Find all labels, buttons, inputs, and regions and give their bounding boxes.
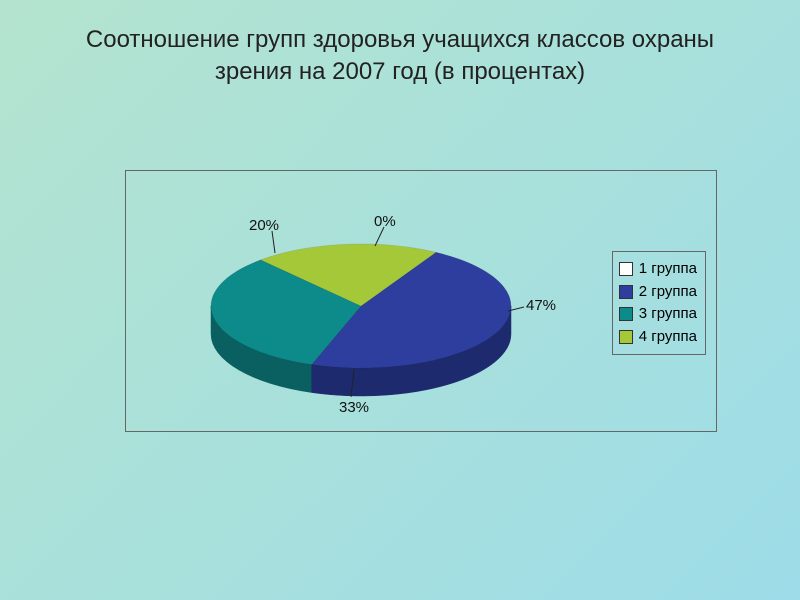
chart-title: Соотношение групп здоровья учащихся клас… [0, 0, 800, 89]
legend-label: 4 группа [639, 326, 697, 349]
legend-swatch-g3 [619, 307, 633, 321]
legend-item-g4: 4 группа [619, 326, 697, 349]
legend-item-g3: 3 группа [619, 303, 697, 326]
legend-swatch-g4 [619, 330, 633, 344]
legend-label: 3 группа [639, 303, 697, 326]
legend-item-g2: 2 группа [619, 281, 697, 304]
legend-item-g1: 1 группа [619, 258, 697, 281]
legend-swatch-g2 [619, 285, 633, 299]
slice-label-g3: 33% [339, 399, 369, 416]
legend-label: 2 группа [639, 281, 697, 304]
legend-swatch-g1 [619, 262, 633, 276]
legend-label: 1 группа [639, 258, 697, 281]
legend: 1 группа 2 группа 3 группа 4 группа [612, 251, 706, 355]
slice-label-g1: 0% [374, 213, 396, 230]
pie-chart-container: 0% 47% 33% 20% 1 группа 2 группа 3 групп… [125, 170, 717, 432]
slice-label-g4: 20% [249, 217, 279, 234]
slice-label-g2: 47% [526, 297, 556, 314]
